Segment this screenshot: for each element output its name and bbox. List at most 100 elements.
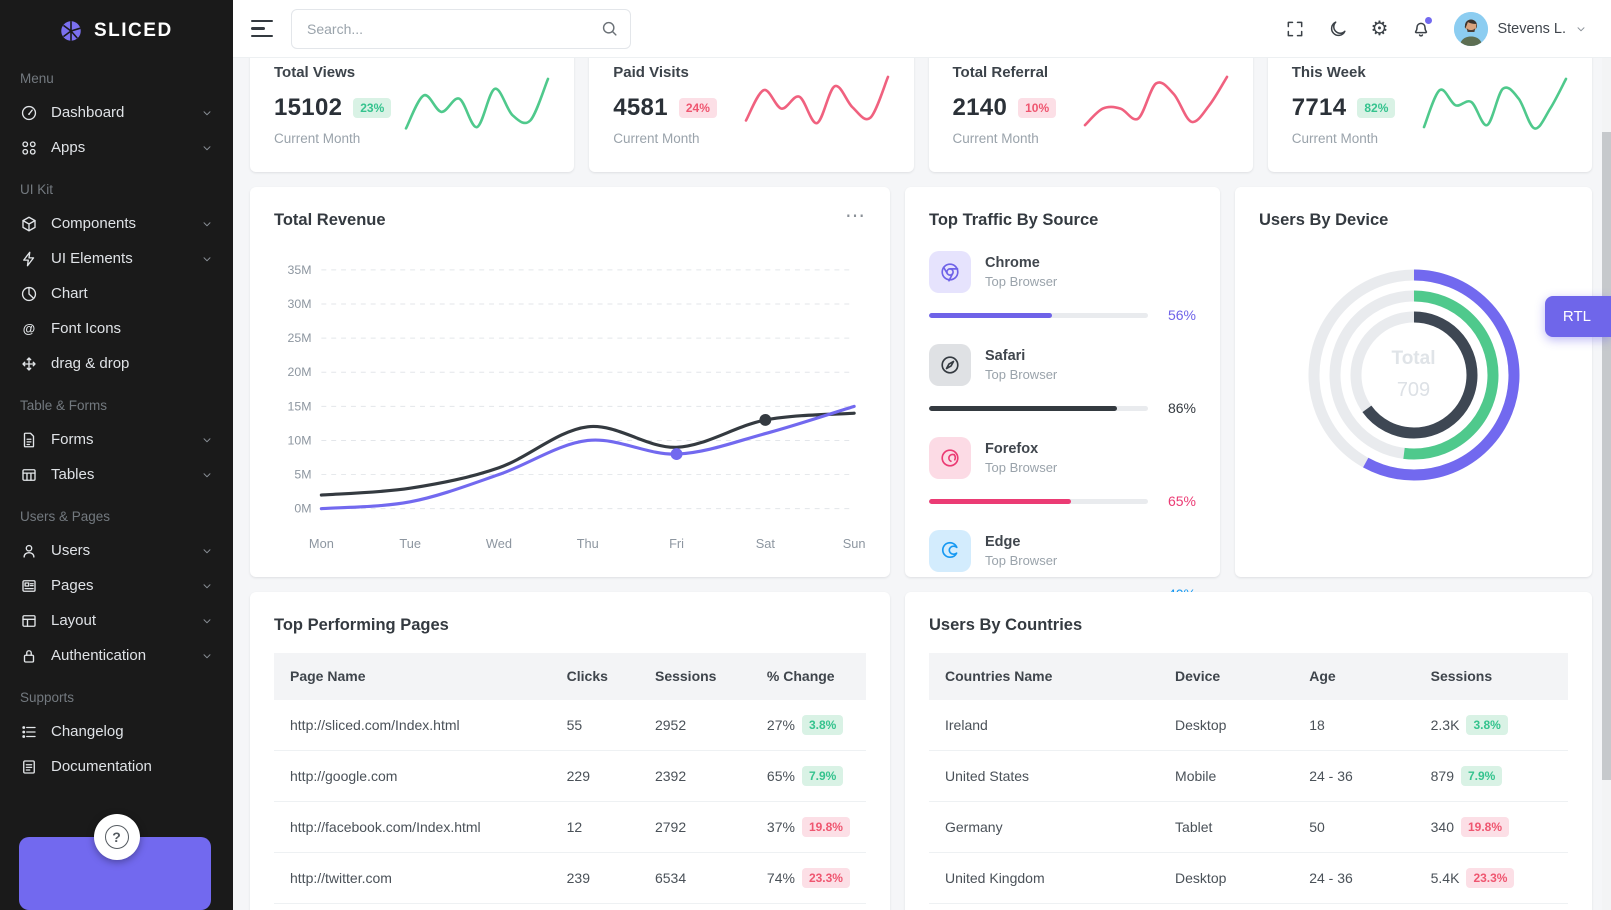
svg-text:5M: 5M [294,468,311,482]
sidebar-item-drag-drop[interactable]: drag & drop [0,346,233,381]
chrome-icon [929,251,971,293]
user-menu[interactable]: Stevens L. [1454,11,1587,46]
chevron-down-icon [201,650,213,662]
card-title: Total Revenue [274,211,386,229]
change-badge: 7.9% [1460,766,1503,786]
card-title: Users By Device [1259,211,1389,229]
hamburger-menu-icon[interactable] [249,19,275,39]
sidebar-section-supports: Supports [20,690,75,705]
user-icon [20,542,38,560]
sidebar-item-chart[interactable]: Chart [0,276,233,311]
chevron-down-icon [201,469,213,481]
change-badge: 19.8% [801,817,850,837]
users-by-countries-card: Users By Countries Countries Name Device… [905,592,1592,910]
sidebar-item-font-icons[interactable]: @ Font Icons [0,311,233,346]
stat-badge: 82% [1357,98,1396,118]
sidebar-section-ui-kit: UI Kit [20,182,54,197]
svg-text:Thu: Thu [577,536,599,551]
safari-icon [929,344,971,386]
chevron-down-icon [201,218,213,230]
table-row: http://google.com 229 2392 65% 7.9% [274,750,866,802]
box-icon [20,215,38,233]
move-icon [20,355,38,373]
sidebar-item-documentation[interactable]: Documentation [0,749,233,784]
scrollbar-thumb[interactable] [1602,132,1611,780]
grid-icon [20,139,38,157]
table-row-partial [929,903,1568,910]
svg-text:35M: 35M [288,263,312,277]
sidebar-item-tables[interactable]: Tables [0,457,233,492]
sidebar-section-menu: Menu [20,71,54,86]
gauge-icon [20,104,38,122]
moon-icon[interactable] [1328,19,1348,39]
sidebar-section-table-forms: Table & Forms [20,398,108,413]
column-header: Age [1293,653,1415,700]
progress-percent: 56% [1167,307,1196,323]
sidebar-item-ui-elements[interactable]: UI Elements [0,241,233,276]
svg-text:15M: 15M [288,399,312,413]
countries-table: Countries Name Device Age Sessions Irela… [929,653,1568,910]
sidebar-item-forms[interactable]: Forms [0,422,233,457]
search-input[interactable] [291,8,631,49]
sidebar-item-pages[interactable]: Pages [0,568,233,603]
browser-name: Edge [985,534,1021,550]
stat-value: 2140 [952,94,1008,121]
column-header: Clicks [550,653,639,700]
stat-card-this-week: This Week 7714 82% Current Month [1267,58,1592,172]
list-icon [20,723,38,741]
sidebar-item-components[interactable]: Components [0,206,233,241]
sidebar-item-users[interactable]: Users [0,533,233,568]
svg-text:Sun: Sun [843,536,866,551]
topbar: ⚙ Stevens L. [233,0,1611,58]
sidebar-item-authentication[interactable]: Authentication [0,638,233,673]
sidebar-item-layout[interactable]: Layout [0,603,233,638]
sidebar-nav: Menu Dashboard Apps UI Kit Components UI… [0,71,233,794]
total-revenue-card: Total Revenue ⋯ 0M 5M 10M 15M 20M 25M 30M 35M Mo… [250,187,890,577]
stat-card-paid-visits: Paid Visits 4581 24% Current Month [589,58,914,172]
layout-icon [20,612,38,630]
sidebar-help-area: ? [0,814,233,910]
gear-icon[interactable]: ⚙ [1370,17,1389,40]
page-name-cell: http://google.com [274,750,551,802]
svg-text:0M: 0M [294,502,311,516]
stat-card-total-views: Total Views 15102 23% Current Month [250,58,575,172]
stat-subtitle: Current Month [613,131,700,146]
at-icon: @ [20,320,38,338]
change-badge: 19.8% [1460,817,1510,837]
stat-badge: 24% [678,98,717,118]
stat-subtitle: Current Month [274,131,361,146]
progress-bar [929,498,1148,504]
help-button[interactable]: ? [93,814,140,860]
search-icon[interactable] [600,19,619,38]
svg-text:Tue: Tue [399,536,421,551]
stat-value: 15102 [274,94,343,121]
progress-bar [929,405,1148,411]
bell-icon[interactable] [1411,15,1434,39]
change-badge: 3.8% [801,715,844,735]
table-row: http://sliced.com/Index.html 55 2952 27%… [274,699,866,751]
sidebar-item-changelog[interactable]: Changelog [0,714,233,749]
chevron-down-icon [201,615,213,627]
sidebar-item-dashboard[interactable]: Dashboard [0,95,233,130]
fullscreen-icon[interactable] [1285,19,1305,39]
sidebar-section-users-pages: Users & Pages [20,509,111,524]
card-menu-dots-icon[interactable]: ⋯ [845,205,866,227]
column-header: % Change [750,653,866,700]
column-header: Device [1159,653,1294,700]
zap-icon [20,250,38,268]
sidebar: SLICED Menu Dashboard Apps UI Kit Compon… [0,0,233,910]
country-cell: United Kingdom [929,852,1160,904]
edge-icon [929,530,971,572]
column-header: Sessions [638,653,751,700]
page-scrollbar[interactable] [1602,58,1611,910]
search-box [291,8,631,49]
card-title: Top Performing Pages [274,616,449,634]
page-icon [20,577,38,595]
sliced-logo-icon [61,21,81,41]
sidebar-item-apps[interactable]: Apps [0,130,233,165]
svg-text:30M: 30M [288,297,312,311]
browser-subtitle: Top Browser [985,367,1058,382]
rtl-toggle-button[interactable]: RTL [1544,296,1611,337]
app-logo[interactable]: SLICED [0,0,233,54]
stat-value: 4581 [613,94,668,121]
